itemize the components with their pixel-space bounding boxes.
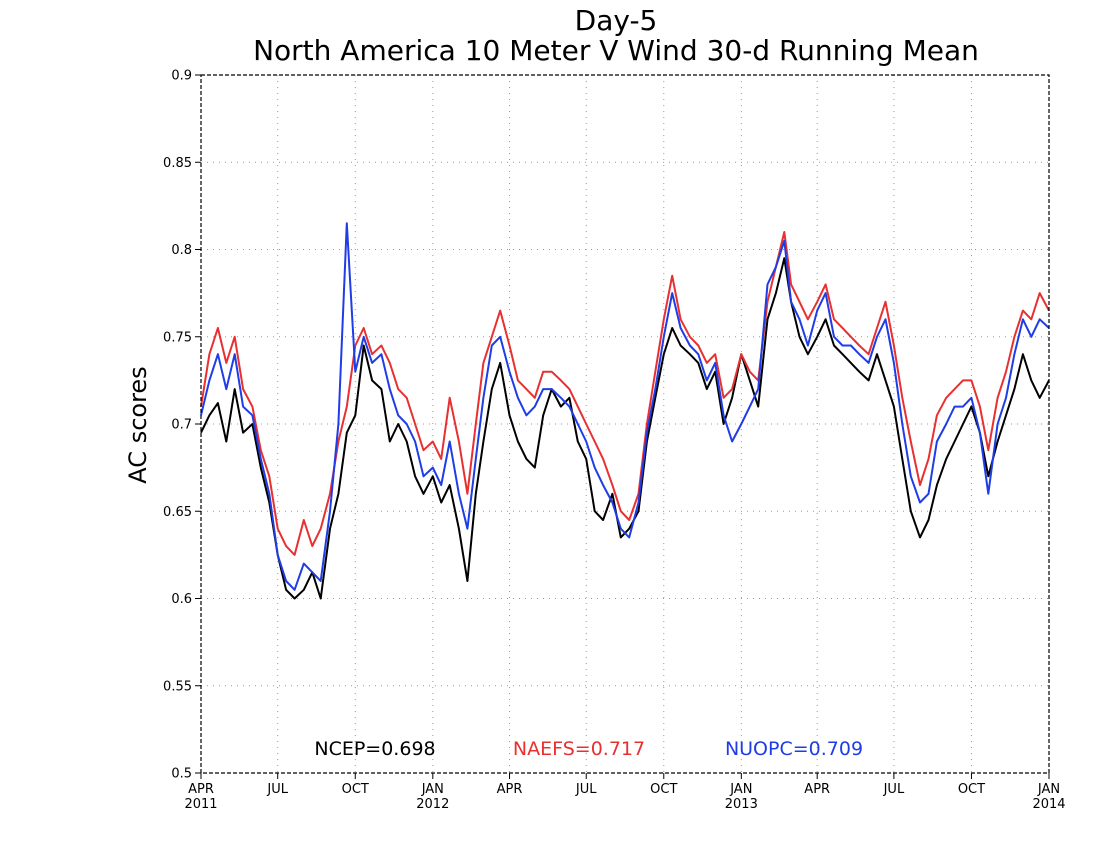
x-tick-label: APR [497,782,523,797]
x-tick-label: JAN [421,782,444,797]
x-tick-year-label: 2014 [1032,797,1065,812]
series-line-nuopc [200,222,1050,591]
x-tick-year-label: 2012 [416,797,449,812]
series-line-naefs [200,231,1050,556]
x-tick-label: OCT [650,782,677,797]
y-tick-label: 0.75 [163,330,192,345]
x-tick-year-label: 2011 [184,797,217,812]
y-tick-label: 0.6 [171,592,192,607]
x-tick-year-label: 2013 [725,797,758,812]
chart-title: Day-5 [575,4,658,37]
y-axis-label: AC scores [124,366,152,483]
y-tick-label: 0.65 [163,505,192,520]
chart-subtitle: North America 10 Meter V Wind 30-d Runni… [253,34,979,67]
series-lines [200,222,1050,600]
y-tick-label: 0.85 [163,156,192,171]
y-tick-label: 0.9 [171,69,192,84]
y-tick-label: 0.8 [171,243,192,258]
stat-label: NAEFS=0.717 [513,738,645,760]
y-tick-label: 0.55 [163,679,192,694]
y-tick-label: 0.5 [171,767,192,782]
x-tick-label: APR [804,782,830,797]
plot-frame [200,74,1050,774]
x-tick-label: JUL [266,782,288,797]
axes: 0.50.550.60.650.70.750.80.850.9APR2011JU… [163,69,1066,813]
stat-label: NCEP=0.698 [314,738,435,760]
x-tick-label: OCT [958,782,985,797]
y-tick-label: 0.7 [171,418,192,433]
x-tick-label: OCT [342,782,369,797]
stats-legend: NCEP=0.698 NAEFS=0.717 NUOPC=0.709 [314,738,863,760]
x-tick-label: JUL [883,782,905,797]
x-tick-label: APR [188,782,214,797]
x-tick-label: JAN [1037,782,1060,797]
x-tick-label: JAN [729,782,752,797]
stat-label: NUOPC=0.709 [725,738,863,760]
x-tick-label: JUL [575,782,597,797]
